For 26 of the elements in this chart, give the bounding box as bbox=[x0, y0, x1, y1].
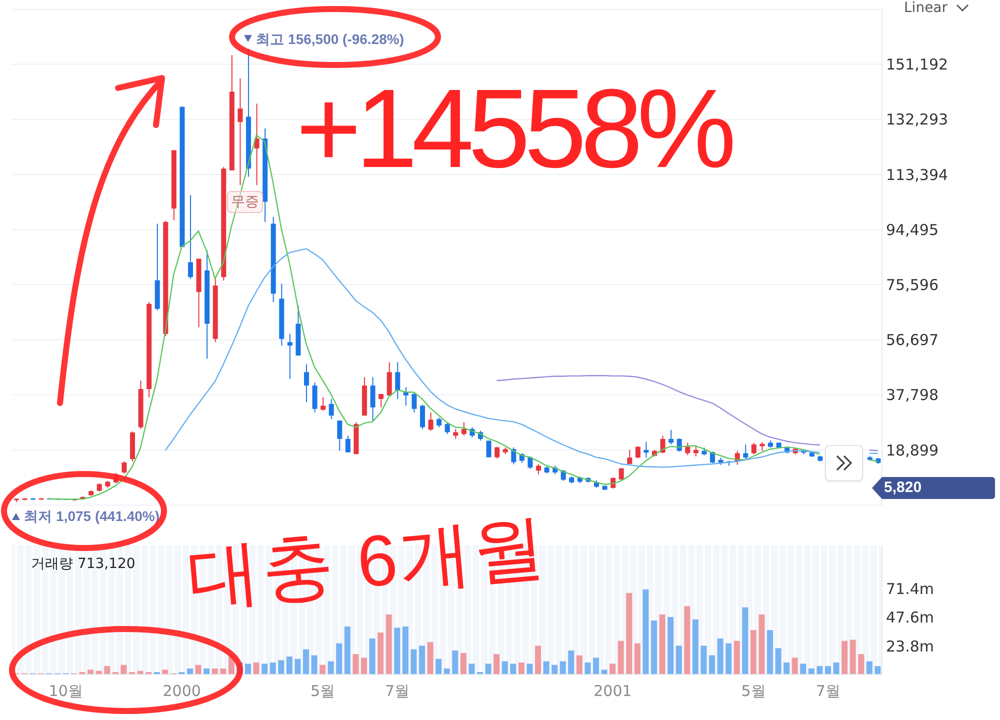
y-tick-label: 151,192 bbox=[886, 56, 948, 74]
x-tick-label: 2000 bbox=[162, 682, 201, 700]
y-tick-label: 56,697 bbox=[886, 331, 938, 350]
y-tick-label: 23.8m bbox=[886, 637, 934, 656]
y-tick-label: 71.4m bbox=[886, 580, 934, 598]
y-tick-label: 75,596 bbox=[886, 276, 938, 294]
x-tick-label: 10월 bbox=[48, 682, 83, 700]
annotation: 무증 bbox=[227, 191, 263, 213]
x-tick-label: 5월 bbox=[741, 682, 766, 700]
annotation: 거래량 713,120 bbox=[31, 556, 136, 573]
text: Linear bbox=[904, 0, 948, 16]
annotation: 대충 6개월 bbox=[184, 506, 550, 618]
y-tick-label: 132,293 bbox=[886, 110, 948, 129]
text: 최저 1,075 (441.40%) bbox=[24, 508, 160, 525]
y-tick-label: 18,899 bbox=[886, 441, 938, 460]
x-tick-label: 5월 bbox=[310, 682, 335, 700]
x-tick-label: 2001 bbox=[594, 682, 632, 700]
x-tick-label: 7월 bbox=[385, 682, 410, 700]
text: 5,820 bbox=[884, 478, 922, 498]
y-tick-label: 47.6m bbox=[886, 608, 934, 627]
annotation: 최고 156,500 (-96.28%) bbox=[256, 30, 404, 48]
annotation: +14558% bbox=[296, 66, 730, 191]
x-tick-label: 7월 bbox=[816, 682, 840, 700]
y-tick-label: 37,798 bbox=[886, 386, 938, 404]
y-tick-label: 113,394 bbox=[886, 166, 948, 184]
y-tick-label: 94,495 bbox=[886, 220, 938, 239]
